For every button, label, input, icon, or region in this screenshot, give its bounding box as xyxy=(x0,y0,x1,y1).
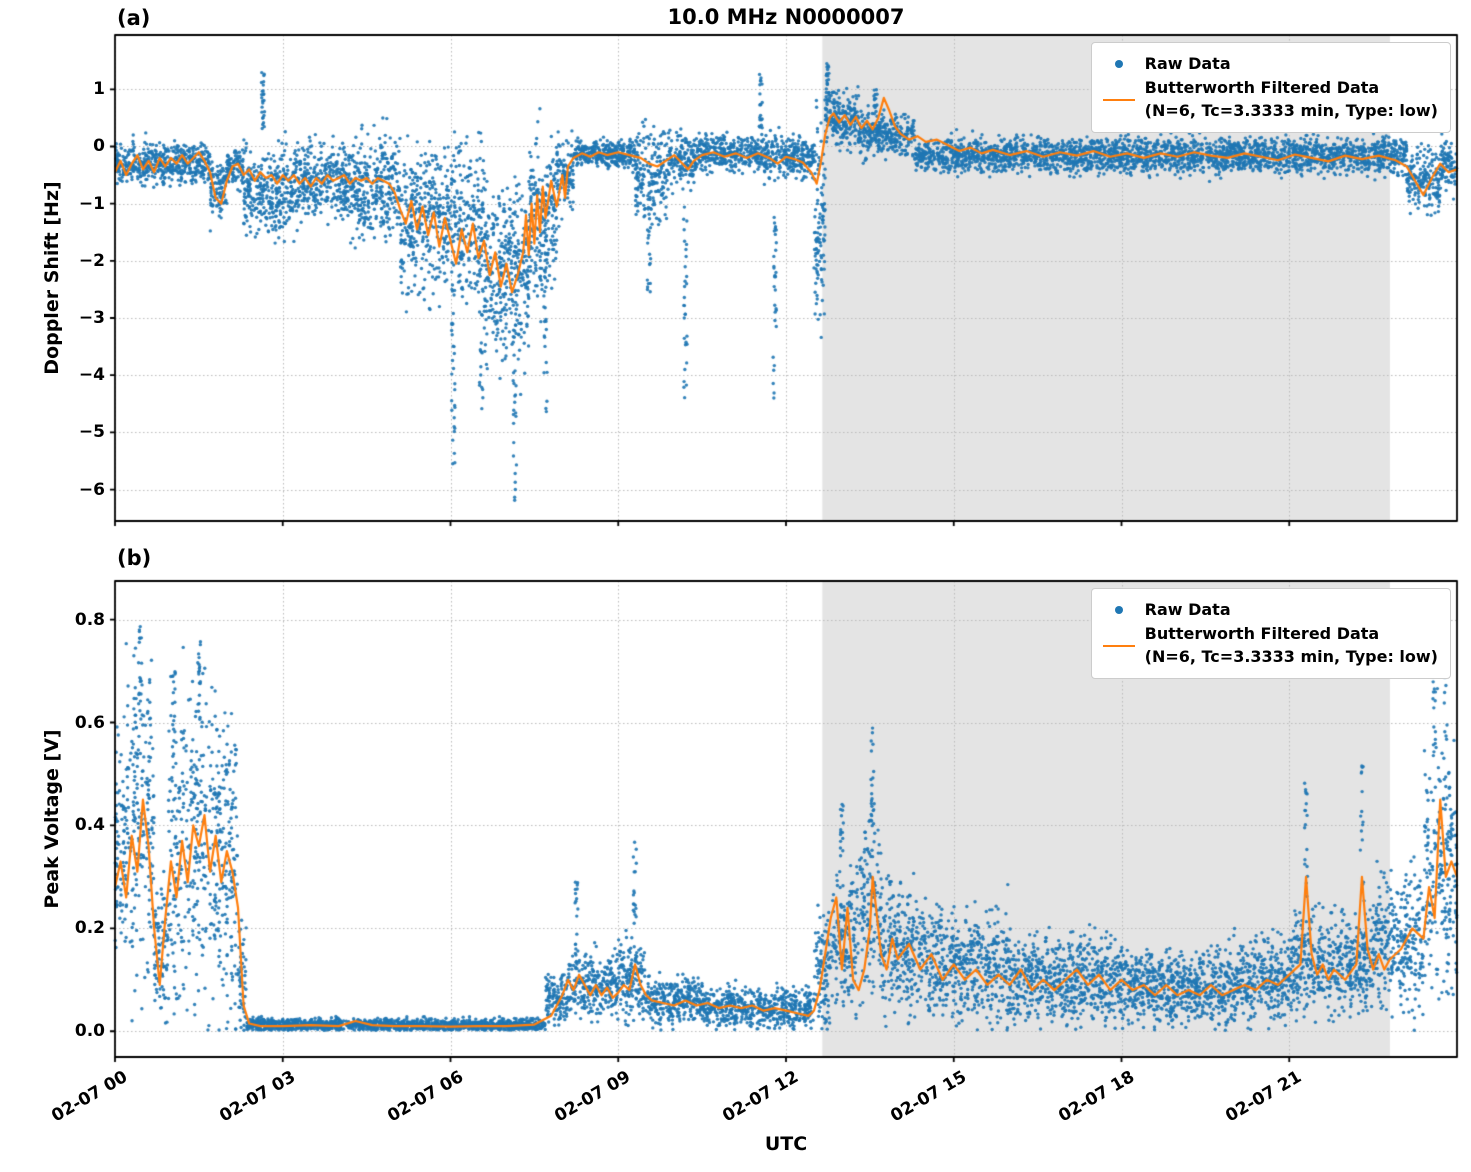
legend-row-raw: Raw Data xyxy=(1101,53,1438,75)
panel-a-label: (a) xyxy=(117,6,151,30)
legend-filtered-text: Butterworth Filtered Data (N=6, Tc=3.333… xyxy=(1145,77,1438,122)
legend-raw-label: Raw Data xyxy=(1144,600,1231,619)
x-axis-label: UTC xyxy=(764,1133,808,1155)
y-tick-label: 1 xyxy=(93,79,105,100)
raw-marker-swatch xyxy=(1101,600,1137,620)
y-tick-label: 0.6 xyxy=(74,712,105,733)
legend-filtered-text: Butterworth Filtered Data (N=6, Tc=3.333… xyxy=(1145,623,1438,668)
y-axis-label-a: Doppler Shift [Hz] xyxy=(41,181,63,375)
legend-filtered-label: Butterworth Filtered Data xyxy=(1144,78,1380,98)
legend-row-filtered: Butterworth Filtered Data (N=6, Tc=3.333… xyxy=(1101,623,1438,668)
y-axis-label-b: Peak Voltage [V] xyxy=(41,729,63,909)
panel-b-label: (b) xyxy=(117,546,152,570)
filtered-line-marker-icon xyxy=(1102,98,1135,101)
legend-row-raw: Raw Data xyxy=(1101,599,1438,621)
y-tick-label: −6 xyxy=(78,479,105,500)
y-tick-label: 0.2 xyxy=(74,918,105,939)
raw-marker-swatch xyxy=(1101,54,1137,74)
y-tick-label: −3 xyxy=(78,308,105,329)
filtered-marker-swatch xyxy=(1101,636,1137,656)
y-tick-label: 0 xyxy=(93,136,105,157)
y-tick-label: −1 xyxy=(78,193,105,214)
filtered-line-marker-icon xyxy=(1102,644,1135,647)
y-tick-label: −5 xyxy=(78,422,105,443)
legend-row-filtered: Butterworth Filtered Data (N=6, Tc=3.333… xyxy=(1101,77,1438,122)
y-tick-label: 0.0 xyxy=(74,1021,105,1042)
y-tick-label: −2 xyxy=(78,250,105,271)
raw-data-marker-icon xyxy=(1114,60,1123,69)
legend-filtered-sublabel: (N=6, Tc=3.3333 min, Type: low) xyxy=(1144,646,1438,666)
legend-raw-label: Raw Data xyxy=(1144,54,1231,73)
figure-title: 10.0 MHz N0000007 xyxy=(667,5,905,29)
y-tick-label: −4 xyxy=(78,365,105,386)
filtered-marker-swatch xyxy=(1101,90,1137,110)
legend-a: Raw Data Butterworth Filtered Data (N=6,… xyxy=(1090,42,1451,134)
legend-filtered-sublabel: (N=6, Tc=3.3333 min, Type: low) xyxy=(1144,100,1438,120)
legend-filtered-label: Butterworth Filtered Data xyxy=(1144,624,1380,644)
y-tick-label: 0.8 xyxy=(74,609,105,630)
legend-b: Raw Data Butterworth Filtered Data (N=6,… xyxy=(1090,588,1451,680)
raw-data-marker-icon xyxy=(1114,606,1123,615)
y-tick-label: 0.4 xyxy=(74,815,105,836)
